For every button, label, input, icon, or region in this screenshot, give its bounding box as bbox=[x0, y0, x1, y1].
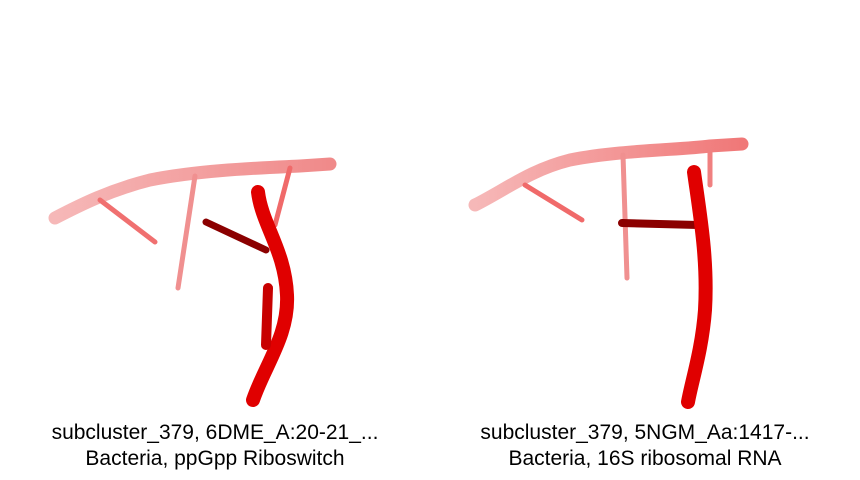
caption-subtitle: Bacteria, 16S ribosomal RNA bbox=[508, 447, 782, 470]
structure-panel-right: subcluster_379, 5NGM_Aa:1417-... Bacteri… bbox=[430, 0, 860, 480]
rna-structure-render bbox=[48, 157, 337, 407]
caption-title: subcluster_379, 5NGM_Aa:1417-... bbox=[480, 421, 810, 444]
backbone-near bbox=[681, 165, 713, 409]
caption: subcluster_379, 5NGM_Aa:1417-... Bacteri… bbox=[430, 420, 860, 472]
rna-structure-render bbox=[468, 137, 749, 409]
base-pair-dark bbox=[618, 219, 702, 229]
base-stem bbox=[522, 182, 585, 223]
base-pair-dark bbox=[202, 218, 270, 254]
base-stem bbox=[620, 152, 630, 281]
backbone-far bbox=[48, 157, 337, 225]
caption: subcluster_379, 6DME_A:20-21_... Bacteri… bbox=[0, 420, 430, 472]
backbone-near bbox=[246, 185, 295, 407]
caption-subtitle: Bacteria, ppGpp Riboswitch bbox=[85, 447, 345, 470]
backbone-near-segment bbox=[261, 283, 273, 350]
base-stem bbox=[175, 173, 198, 291]
caption-title: subcluster_379, 6DME_A:20-21_... bbox=[51, 421, 379, 444]
backbone-far bbox=[468, 137, 749, 212]
base-stem bbox=[97, 197, 158, 245]
base-stem bbox=[272, 165, 293, 228]
structure-panel-left: subcluster_379, 6DME_A:20-21_... Bacteri… bbox=[0, 157, 430, 472]
